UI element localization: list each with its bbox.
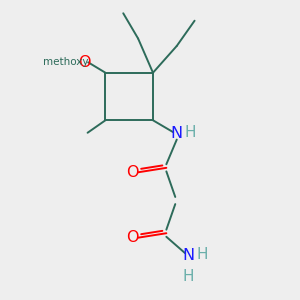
Text: O: O: [127, 165, 139, 180]
Text: H: H: [184, 125, 196, 140]
Text: O: O: [127, 230, 139, 245]
Text: N: N: [183, 248, 195, 263]
Text: O: O: [78, 55, 91, 70]
Text: H: H: [183, 269, 194, 284]
Text: H: H: [196, 247, 208, 262]
Text: methoxy: methoxy: [43, 57, 88, 67]
Text: N: N: [171, 126, 183, 141]
